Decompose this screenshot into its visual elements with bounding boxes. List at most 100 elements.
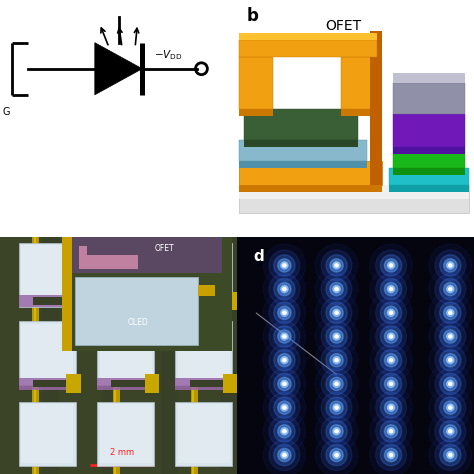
Circle shape xyxy=(335,453,338,457)
Circle shape xyxy=(326,326,347,347)
Bar xyxy=(97,243,154,307)
Circle shape xyxy=(321,298,352,328)
Circle shape xyxy=(375,416,407,447)
Circle shape xyxy=(315,434,358,474)
Circle shape xyxy=(283,311,286,315)
Circle shape xyxy=(429,410,472,453)
Bar xyxy=(97,321,154,385)
Circle shape xyxy=(370,386,412,429)
Circle shape xyxy=(333,380,340,388)
Circle shape xyxy=(390,453,392,457)
Circle shape xyxy=(390,382,392,386)
Bar xyxy=(97,295,149,307)
Circle shape xyxy=(384,377,398,391)
Bar xyxy=(239,185,382,192)
Bar xyxy=(393,168,465,175)
Circle shape xyxy=(444,354,457,367)
Circle shape xyxy=(333,404,340,411)
Circle shape xyxy=(429,363,472,405)
Text: OFET: OFET xyxy=(326,19,362,33)
Bar xyxy=(239,185,469,213)
Circle shape xyxy=(269,440,300,470)
Circle shape xyxy=(281,380,288,388)
Circle shape xyxy=(269,369,300,399)
Circle shape xyxy=(448,430,452,433)
Circle shape xyxy=(326,302,347,323)
Bar xyxy=(62,237,72,351)
Bar xyxy=(239,109,273,116)
Bar xyxy=(198,285,215,296)
Circle shape xyxy=(281,357,288,364)
Circle shape xyxy=(447,310,454,317)
Bar xyxy=(19,402,76,465)
Circle shape xyxy=(447,262,454,269)
Circle shape xyxy=(439,326,461,347)
Circle shape xyxy=(380,302,402,323)
Bar xyxy=(34,237,36,474)
Bar xyxy=(190,298,223,305)
Bar xyxy=(145,374,159,393)
Circle shape xyxy=(444,283,457,296)
Circle shape xyxy=(315,315,358,358)
Circle shape xyxy=(278,354,291,367)
Circle shape xyxy=(370,339,412,382)
Circle shape xyxy=(390,264,392,267)
Text: OLED: OLED xyxy=(128,318,149,327)
Circle shape xyxy=(335,359,338,362)
Circle shape xyxy=(281,451,288,459)
Circle shape xyxy=(370,410,412,453)
Polygon shape xyxy=(95,43,142,95)
Circle shape xyxy=(448,264,452,267)
Circle shape xyxy=(390,430,392,433)
Bar xyxy=(190,380,223,388)
Circle shape xyxy=(281,428,288,435)
Text: 2 mm: 2 mm xyxy=(110,448,134,457)
Circle shape xyxy=(283,382,286,386)
Circle shape xyxy=(321,369,352,399)
Text: G: G xyxy=(2,107,10,117)
Bar xyxy=(341,109,377,116)
Circle shape xyxy=(315,268,358,310)
Circle shape xyxy=(326,279,347,300)
Circle shape xyxy=(447,404,454,411)
Bar xyxy=(393,83,465,114)
Bar xyxy=(100,323,152,383)
Bar xyxy=(100,246,152,305)
Circle shape xyxy=(384,259,398,272)
Circle shape xyxy=(380,350,402,371)
Bar xyxy=(239,140,367,161)
Circle shape xyxy=(263,363,306,405)
Bar xyxy=(33,380,66,388)
Circle shape xyxy=(333,428,340,435)
Circle shape xyxy=(273,326,295,347)
Circle shape xyxy=(321,345,352,375)
Circle shape xyxy=(429,244,472,287)
Circle shape xyxy=(390,311,392,315)
Circle shape xyxy=(281,333,288,340)
Bar xyxy=(112,237,119,474)
Bar xyxy=(393,73,465,83)
Circle shape xyxy=(335,311,338,315)
Bar xyxy=(239,40,377,57)
Circle shape xyxy=(444,377,457,391)
Bar xyxy=(97,402,154,465)
Circle shape xyxy=(444,330,457,343)
Circle shape xyxy=(283,453,286,457)
Bar xyxy=(178,404,230,464)
Circle shape xyxy=(387,451,394,459)
Circle shape xyxy=(333,310,340,317)
Circle shape xyxy=(281,404,288,411)
Circle shape xyxy=(283,359,286,362)
Circle shape xyxy=(435,416,465,447)
Circle shape xyxy=(447,451,454,459)
Circle shape xyxy=(263,339,306,382)
Circle shape xyxy=(315,244,358,287)
Circle shape xyxy=(281,285,288,292)
Circle shape xyxy=(375,369,407,399)
Bar xyxy=(19,295,71,307)
Bar xyxy=(175,243,232,307)
Circle shape xyxy=(444,401,457,414)
Bar xyxy=(370,31,382,185)
Bar xyxy=(239,57,273,109)
Circle shape xyxy=(429,434,472,474)
